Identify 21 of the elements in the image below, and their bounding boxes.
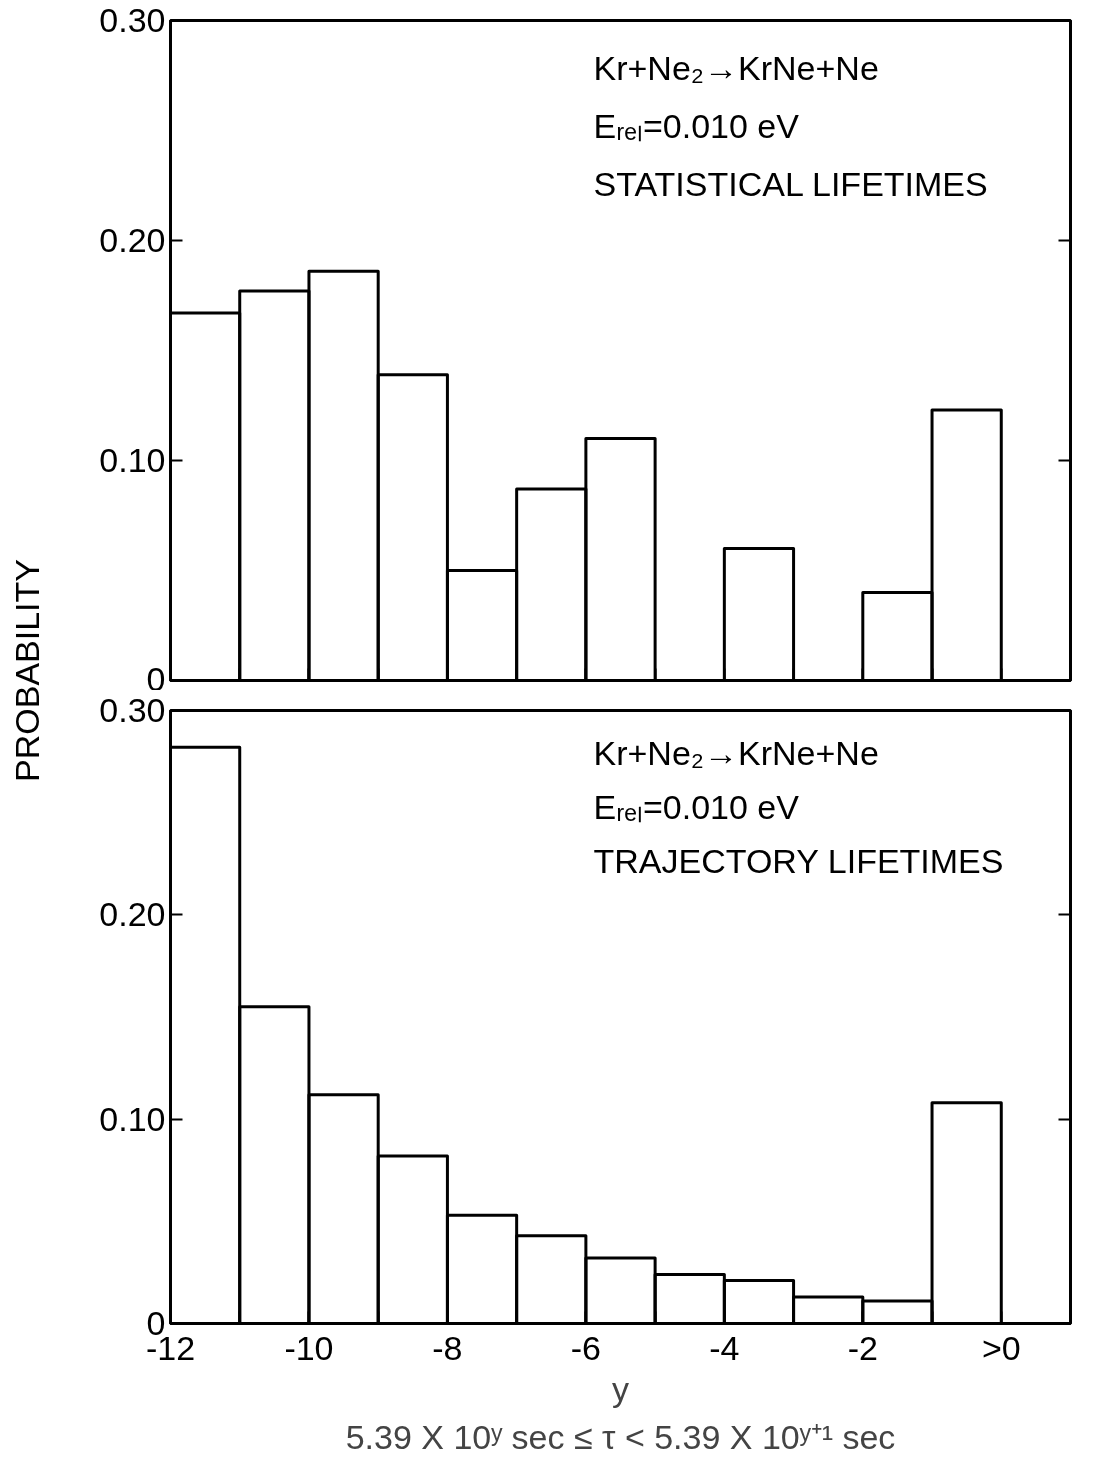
annotation: Kr+Ne₂→KrNe+Ne <box>593 48 879 87</box>
y-tick-label: 0.20 <box>99 221 166 259</box>
y-tick-label: 0.30 <box>99 1 166 39</box>
y-axis-title: PROBABILITY <box>7 559 46 782</box>
x-tick-label: -8 <box>432 1328 463 1367</box>
x-axis-title: y <box>612 1369 629 1408</box>
y-tick-label: 0.10 <box>99 1099 166 1138</box>
x-tick-label: -4 <box>709 1328 740 1367</box>
x-tick-label: -10 <box>284 1328 334 1367</box>
x-tick-label: >0 <box>981 1328 1021 1367</box>
y-tick-label: 0.30 <box>99 691 166 729</box>
annotation: Kr+Ne₂→KrNe+Ne <box>593 733 879 772</box>
y-tick-label: 0.20 <box>99 895 166 934</box>
annotation: Eᵣₑₗ=0.010 eV <box>593 106 800 145</box>
x-tick-label: -6 <box>570 1328 601 1367</box>
annotation: STATISTICAL LIFETIMES <box>593 164 988 203</box>
annotation: Eᵣₑₗ=0.010 eV <box>593 787 800 826</box>
y-tick-label: 0.10 <box>99 441 166 479</box>
x-tick-label: -2 <box>847 1328 878 1367</box>
text: 5.39 X 10ʸ sec ≤ τ < 5.39 X 10ʸ⁺¹ sec <box>345 1417 896 1456</box>
annotation: TRAJECTORY LIFETIMES <box>593 841 1004 880</box>
